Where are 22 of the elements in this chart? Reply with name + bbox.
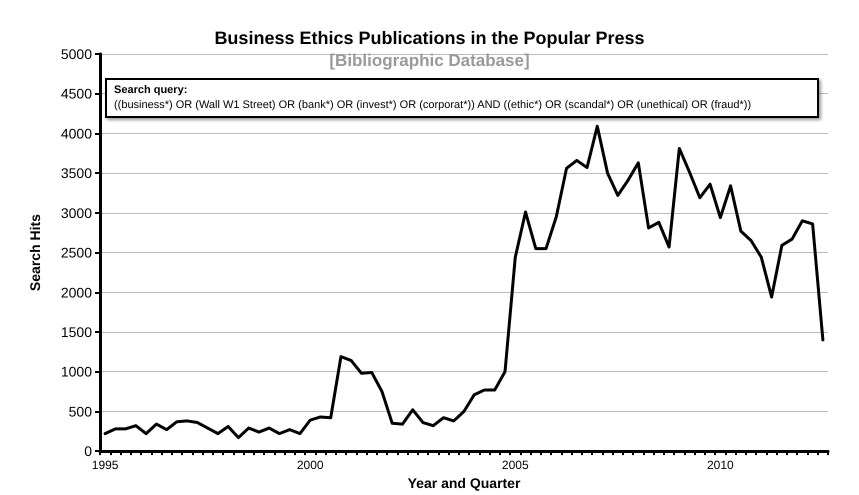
annotation: ((business*) OR (Wall W1 Street) OR (bank*) OR (invest*) OR (corporat*)) AND ((ethic*) OR (scandal*) OR (unethical) OR (fraud*)) (114, 98, 752, 113)
x-tick-label: 2005 (502, 458, 529, 472)
y-tick-label: 3000 (60, 204, 92, 221)
y-tick-label: 2000 (60, 284, 92, 300)
chart-title: Business Ethics Publications in the Popular Press (214, 28, 645, 48)
y-tick-label: 1000 (60, 364, 92, 380)
y-tick-label: 4000 (60, 125, 92, 142)
y-axis-title: Search Hits (27, 214, 43, 292)
chart-subtitle: [Bibliographic Database] (329, 51, 530, 70)
query-box: Search query: ((business*) OR (Wall W1 Street) OR (bank*) OR (invest*) OR (corporat*)) AND ((ethic*) OR (scandal*) OR (unethical) OR (fraud*)) (105, 78, 819, 118)
y-tick-label: 1500 (60, 324, 92, 340)
x-tick-label: 2000 (296, 458, 324, 472)
x-tick-label: 1995 (92, 458, 119, 472)
y-tick-label: 5000 (60, 46, 92, 62)
y-tick-label: 0 (84, 443, 92, 460)
y-tick-label: 3500 (60, 165, 92, 182)
x-axis-title: Year and Quarter (408, 475, 521, 491)
annotation: Search query: (114, 83, 188, 98)
y-tick-label: 2500 (60, 244, 92, 261)
y-tick-label: 500 (68, 403, 92, 420)
x-tick-label: 2010 (706, 458, 734, 472)
y-tick-label: 4500 (60, 86, 92, 102)
